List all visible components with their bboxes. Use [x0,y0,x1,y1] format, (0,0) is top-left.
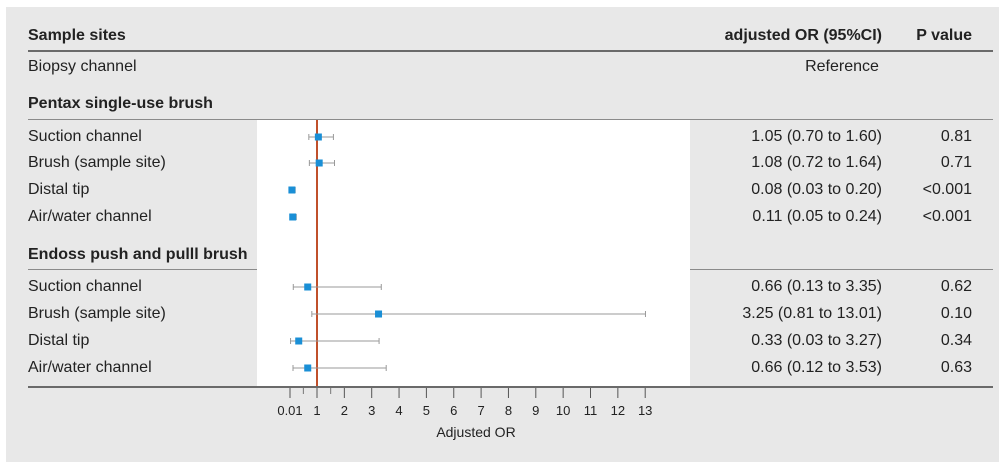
x-tick-label: 1 [313,403,320,418]
plot-area [257,120,690,386]
group-title-endoss: Endoss push and pulll brush [28,246,248,263]
header-sample-sites: Sample sites [28,27,126,44]
row-p-value: 0.62 [940,278,972,295]
row-p-value: 0.63 [940,359,972,376]
row-label: Brush (sample site) [28,305,166,322]
bottom-rule [28,386,993,388]
x-tick-label: 9 [532,403,539,418]
row-label: Distal tip [28,332,90,349]
group-title-pentax: Pentax single-use brush [28,95,213,112]
header-rule [28,50,993,52]
row-p-value: 0.81 [940,128,972,145]
header-p-value: P value [916,27,972,44]
row-label: Distal tip [28,181,90,198]
row-or-ci: 1.05 (0.70 to 1.60) [751,128,882,145]
row-label: Brush (sample site) [28,154,166,171]
reference-row-label: Biopsy channel [28,58,137,75]
x-tick-label: 0.01 [277,403,302,418]
point-estimate [375,310,383,318]
row-label: Air/water channel [28,208,152,225]
x-tick-label: 13 [638,403,652,418]
point-estimate [315,159,323,167]
row-or-ci: 3.25 (0.81 to 13.01) [742,305,882,322]
x-tick-label: 10 [556,403,570,418]
point-estimate [304,283,312,291]
point-estimate [289,213,297,221]
x-tick-label: 8 [505,403,512,418]
row-or-ci: 0.66 (0.12 to 3.53) [751,359,882,376]
row-label: Suction channel [28,278,142,295]
x-tick-label: 12 [611,403,625,418]
point-estimate [288,186,296,194]
x-tick-label: 5 [423,403,430,418]
row-or-ci: 0.66 (0.13 to 3.35) [751,278,882,295]
row-or-ci: 1.08 (0.72 to 1.64) [751,154,882,171]
x-tick-label: 4 [395,403,402,418]
reference-row-value: Reference [805,58,879,75]
point-estimate [304,364,312,372]
row-label: Suction channel [28,128,142,145]
x-tick-label: 3 [368,403,375,418]
x-tick-label: 7 [477,403,484,418]
row-or-ci: 0.08 (0.03 to 0.20) [751,181,882,198]
row-label: Air/water channel [28,359,152,376]
point-estimate [295,337,303,345]
row-or-ci: 0.33 (0.03 to 3.27) [751,332,882,349]
x-tick-label: 6 [450,403,457,418]
x-tick-label: 11 [584,403,598,418]
group-rule-pentax [28,119,993,120]
x-tick-label: 2 [341,403,348,418]
point-estimate [314,133,322,141]
row-p-value: <0.001 [922,181,972,198]
row-or-ci: 0.11 (0.05 to 0.24) [752,208,882,225]
row-p-value: 0.10 [940,305,972,322]
x-axis-title: Adjusted OR [436,424,515,440]
row-p-value: <0.001 [922,208,972,225]
row-p-value: 0.71 [940,154,972,171]
row-p-value: 0.34 [940,332,972,349]
header-adjusted-or: adjusted OR (95%CI) [724,27,882,44]
